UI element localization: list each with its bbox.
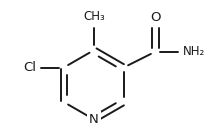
Text: CH₃: CH₃ — [83, 10, 105, 23]
Text: N: N — [89, 113, 99, 126]
Text: NH₂: NH₂ — [183, 45, 205, 58]
Text: Cl: Cl — [23, 61, 36, 74]
Text: O: O — [150, 11, 160, 24]
